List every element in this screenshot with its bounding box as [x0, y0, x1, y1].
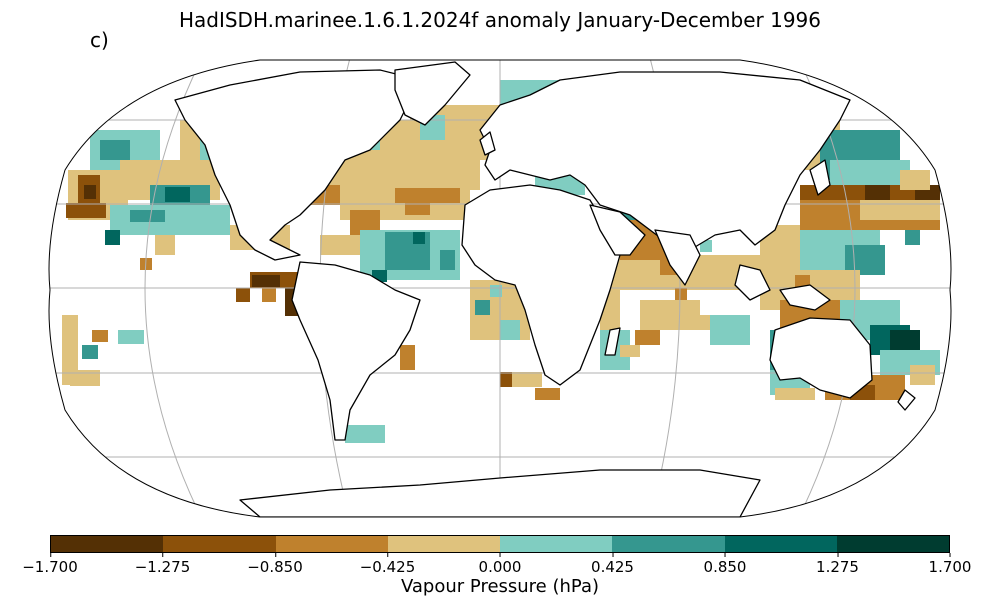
- colorbar-tick-label: −0.850: [247, 553, 303, 576]
- colorbar-label: Vapour Pressure (hPa): [400, 576, 600, 597]
- colorbar-tick-label: 1.275: [816, 553, 859, 576]
- colorbar-ticks: −1.700 −1.275 −0.850 −0.425 0.000 0.425 0.850 1…: [0, 553, 1000, 583]
- colorbar-swatch: [163, 536, 276, 552]
- colorbar-tick-label: 1.700: [929, 553, 971, 576]
- panel-label: c): [90, 28, 109, 52]
- colorbar-swatch: [612, 536, 725, 552]
- colorbar-tick-label: −1.275: [135, 553, 190, 576]
- map-title: HadISDH.marinee.1.6.1.2024f anomaly Janu…: [178, 8, 822, 32]
- colorbar-tick-label: −0.425: [360, 553, 415, 576]
- colorbar-tick-label: 0.850: [704, 553, 746, 576]
- colorbar-tick-label: 0.000: [479, 553, 521, 576]
- colorbar-swatch: [724, 536, 837, 552]
- colorbar: [50, 535, 950, 553]
- colorbar-swatch: [51, 536, 164, 552]
- map-boundary: [48, 59, 952, 518]
- anomaly-grid: [62, 80, 940, 443]
- colorbar-tick-label: −1.700: [22, 553, 78, 576]
- colorbar-swatch: [500, 536, 613, 552]
- colorbar-swatch: [836, 536, 949, 552]
- colorbar-swatch: [275, 536, 388, 552]
- coastlines: [174, 61, 916, 517]
- colorbar-tick-label: 0.425: [591, 553, 634, 576]
- colorbar-swatch: [387, 536, 500, 552]
